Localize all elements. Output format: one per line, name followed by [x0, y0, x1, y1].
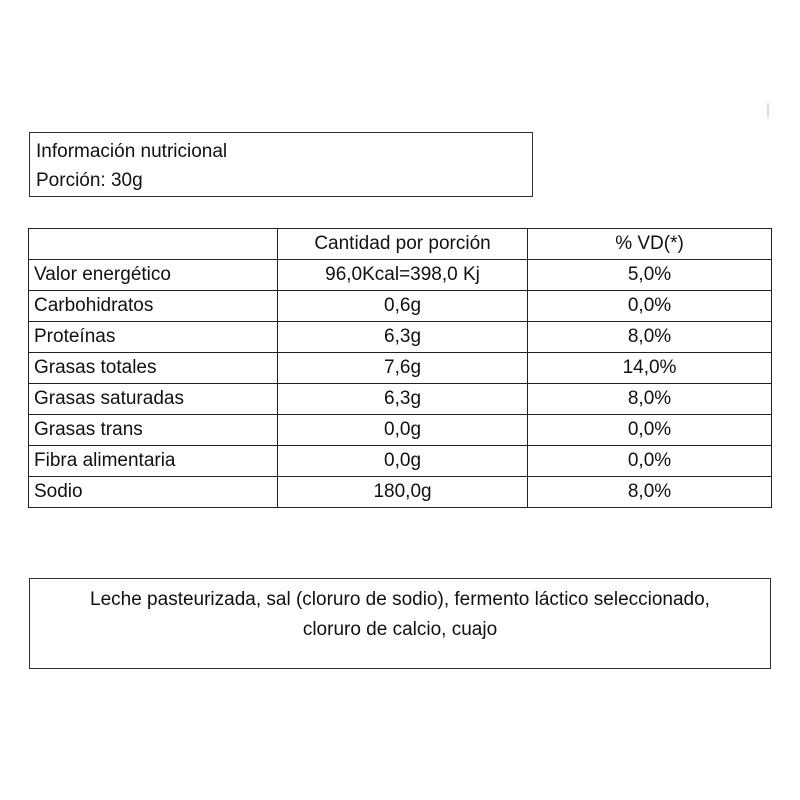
nutrient-dv: 0,0%	[527, 290, 772, 322]
table-row: Valor energético 96,0Kcal=398,0 Kj 5,0%	[27, 259, 772, 291]
table-row: Proteínas 6,3g 8,0%	[27, 321, 772, 353]
nutrition-header-box: Información nutricional Porción: 30g	[29, 132, 533, 197]
table-row: Sodio 180,0g 8,0%	[27, 476, 772, 508]
nutrient-name: Sodio	[27, 476, 279, 508]
nutrient-amount: 6,3g	[277, 383, 529, 415]
nutrient-amount: 0,0g	[277, 414, 529, 446]
nutrient-name: Valor energético	[27, 259, 279, 291]
nutrient-name: Carbohidratos	[27, 290, 279, 322]
table-row: Grasas trans 0,0g 0,0%	[27, 414, 772, 446]
ingredients-box: Leche pasteurizada, sal (cloruro de sodi…	[29, 578, 771, 669]
nutrient-dv: 8,0%	[527, 383, 772, 415]
nutrient-dv: 0,0%	[527, 414, 772, 446]
nutrient-amount: 6,3g	[277, 321, 529, 353]
nutrient-amount: 180,0g	[277, 476, 529, 508]
nutrient-name: Proteínas	[27, 321, 279, 353]
header-dv: % VD(*)	[527, 228, 772, 260]
table-row: Grasas saturadas 6,3g 8,0%	[27, 383, 772, 415]
nutrient-name: Grasas trans	[27, 414, 279, 446]
nutrient-amount: 0,6g	[277, 290, 529, 322]
nutrient-name: Grasas saturadas	[27, 383, 279, 415]
nutrient-name: Grasas totales	[27, 352, 279, 384]
header-nutrient	[27, 228, 279, 260]
nutrient-name: Fibra alimentaria	[27, 445, 279, 477]
ingredients-line-2: cloruro de calcio, cuajo	[302, 619, 498, 640]
header-amount: Cantidad por porción	[277, 228, 529, 260]
nutrient-dv: 8,0%	[527, 321, 772, 353]
nutrition-table: Cantidad por porción % VD(*) Valor energ…	[27, 228, 772, 508]
nutrient-dv: 0,0%	[527, 445, 772, 477]
table-row: Carbohidratos 0,6g 0,0%	[27, 290, 772, 322]
portion-size: Porción: 30g	[36, 170, 143, 191]
nutrient-dv: 5,0%	[527, 259, 772, 291]
nutrient-dv: 14,0%	[527, 352, 772, 384]
nutrient-amount: 96,0Kcal=398,0 Kj	[277, 259, 529, 291]
table-header-row: Cantidad por porción % VD(*)	[27, 228, 772, 260]
nutrient-amount: 7,6g	[277, 352, 529, 384]
table-row: Grasas totales 7,6g 14,0%	[27, 352, 772, 384]
nutrient-dv: 8,0%	[527, 476, 772, 508]
nutrient-amount: 0,0g	[277, 445, 529, 477]
ingredients-line-1: Leche pasteurizada, sal (cloruro de sodi…	[90, 589, 710, 610]
nutrition-title: Información nutricional	[36, 141, 228, 162]
table-row: Fibra alimentaria 0,0g 0,0%	[27, 445, 772, 477]
stray-mark	[767, 103, 769, 117]
